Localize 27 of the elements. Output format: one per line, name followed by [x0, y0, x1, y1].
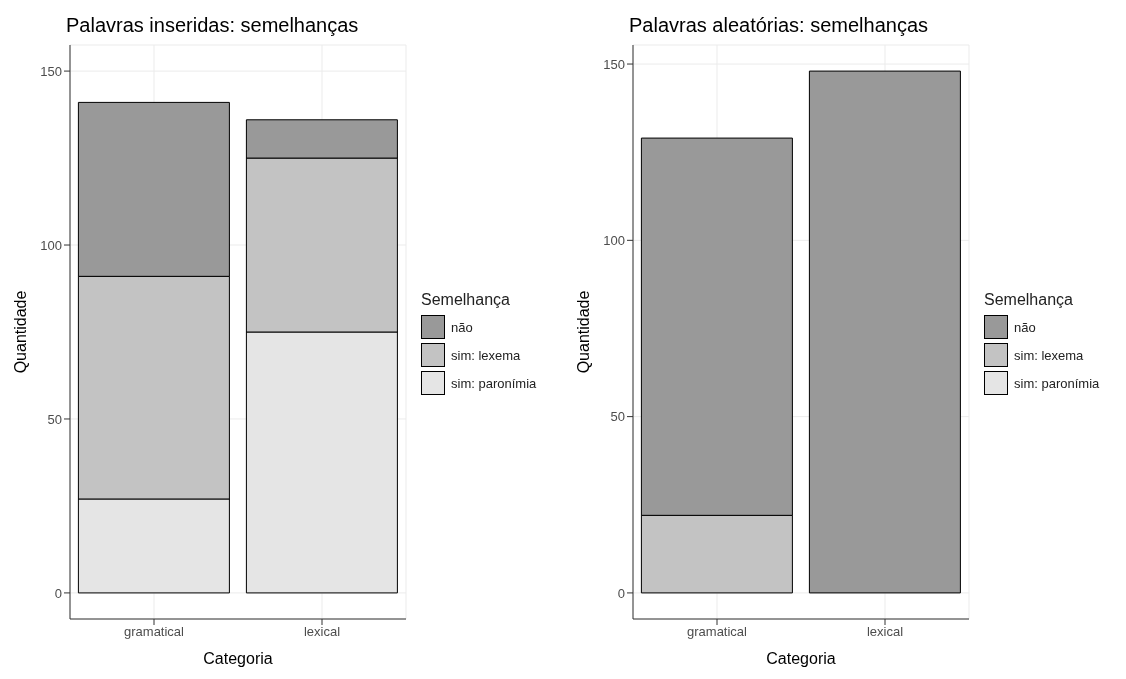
x-tick-label: lexical	[303, 624, 341, 640]
legend-label: não	[451, 319, 473, 335]
y-tick-label: 0	[54, 585, 62, 601]
y-tick-label: 50	[47, 411, 62, 427]
x-axis-title: Categoria	[203, 650, 273, 667]
legend-title: Semelhança	[421, 291, 511, 309]
y-tick-label: 150	[603, 56, 625, 72]
legend-label: sim: lexema	[1014, 347, 1084, 363]
legend-title: Semelhança	[984, 291, 1074, 309]
y-tick-label: 150	[40, 63, 62, 79]
x-tick-label: gramatical	[687, 624, 748, 640]
x-tick-label: lexical	[866, 624, 904, 640]
y-tick-label: 0	[617, 585, 625, 601]
legend-label: não	[1014, 319, 1036, 335]
y-tick-label: 100	[603, 232, 625, 248]
chart-title: Palavras inseridas: semelhanças	[66, 14, 359, 37]
chart-title: Palavras aleatórias: semelhanças	[629, 14, 929, 37]
legend-label: sim: paronímia	[451, 375, 537, 391]
y-tick-label: 100	[40, 237, 62, 253]
x-tick-label: gramatical	[124, 624, 185, 640]
y-axis-title: Quantidade	[574, 290, 592, 374]
bar	[808, 70, 961, 594]
y-tick-label: 50	[610, 409, 625, 425]
legend-label: sim: paronímia	[1014, 375, 1100, 391]
legend-label: sim: lexema	[451, 347, 521, 363]
y-axis-title: Quantidade	[11, 290, 29, 374]
x-axis-title: Categoria	[766, 650, 836, 667]
